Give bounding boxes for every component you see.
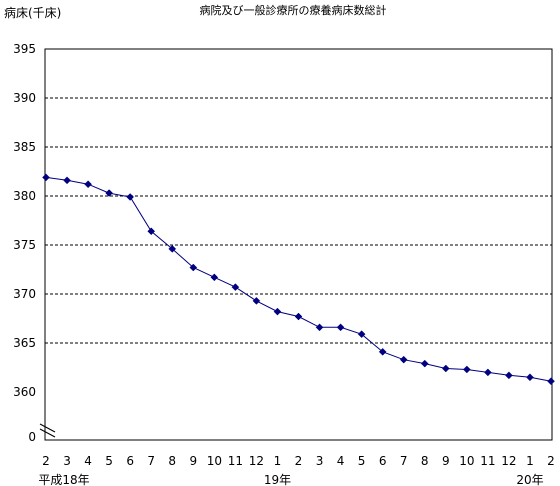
data-point <box>147 227 156 236</box>
axis-break-mark <box>39 423 56 438</box>
data-point <box>399 355 408 364</box>
x-tick-label: 9 <box>189 454 197 468</box>
data-point <box>189 263 198 272</box>
x-tick-label: 6 <box>379 454 387 468</box>
y-axis-unit-label: 病床(千床) <box>4 5 61 20</box>
y-tick-label: 375 <box>13 238 36 252</box>
x-tick-label: 2 <box>547 454 555 468</box>
x-tick-label: 12 <box>249 454 264 468</box>
era-labels: 平成18年 19年 20年 <box>38 473 543 486</box>
y-tick-label: 390 <box>13 91 36 105</box>
y-tick-label: 365 <box>13 336 36 350</box>
x-tick-label: 8 <box>168 454 176 468</box>
data-point <box>420 359 429 368</box>
data-point <box>231 283 240 291</box>
x-tick-label: 10 <box>459 454 474 468</box>
y-tick-label: 360 <box>13 385 36 399</box>
x-tick-label: 8 <box>421 454 429 468</box>
data-point <box>441 364 450 373</box>
y-tick-label: 0 <box>28 430 36 444</box>
data-point <box>105 189 113 197</box>
data-point <box>462 365 471 374</box>
x-tick-label: 9 <box>442 454 450 468</box>
era-label: 19年 <box>264 473 291 486</box>
x-tick-label: 7 <box>400 454 408 468</box>
x-tick-label: 2 <box>42 454 50 468</box>
y-tick-label: 395 <box>13 42 36 56</box>
data-point <box>42 173 50 182</box>
x-tick-label: 1 <box>526 454 534 468</box>
x-tick-label: 5 <box>358 454 366 468</box>
x-tick-label: 3 <box>316 454 324 468</box>
data-point <box>315 323 324 332</box>
y-tick-label: 380 <box>13 189 36 203</box>
data-point <box>294 312 303 321</box>
data-point <box>63 176 71 185</box>
data-point <box>484 368 492 377</box>
data-point <box>505 371 513 380</box>
y-tick-label: 385 <box>13 140 36 154</box>
x-tick-label: 10 <box>207 454 222 468</box>
x-tick-label: 5 <box>105 454 113 468</box>
series-group <box>42 173 555 386</box>
x-tick-label: 11 <box>228 454 243 468</box>
x-tick-labels: 2 3 4 5 6 7 8 9 10 11 12 1 2 3 4 5 6 7 8 9 10 11 12 1 2 <box>42 454 555 468</box>
data-point <box>273 307 282 316</box>
data-point <box>210 273 219 282</box>
data-point <box>84 180 92 189</box>
data-point <box>526 373 534 382</box>
x-tick-label: 6 <box>126 454 134 468</box>
y-tick-labels: 0 360 365 370 375 380 385 390 395 <box>13 42 36 444</box>
data-point <box>547 377 555 386</box>
gridlines <box>45 97 552 344</box>
era-label: 20年 <box>516 473 543 486</box>
data-point <box>378 347 387 356</box>
y-tick-label: 370 <box>13 287 36 301</box>
chart-title: 病院及び一般診療所の療養病床数総計 <box>200 3 387 17</box>
x-tick-label: 11 <box>480 454 495 468</box>
data-point <box>336 323 345 332</box>
data-point <box>357 330 366 339</box>
x-tick-label: 3 <box>63 454 71 468</box>
era-label: 平成18年 <box>38 473 89 486</box>
data-point <box>126 193 135 201</box>
x-tick-label: 4 <box>337 454 345 468</box>
x-tick-label: 4 <box>84 454 92 468</box>
data-point <box>168 245 177 253</box>
x-tick-label: 1 <box>274 454 282 468</box>
data-point <box>252 297 261 305</box>
x-tick-label: 7 <box>147 454 155 468</box>
x-tick-label: 2 <box>295 454 303 468</box>
x-tick-label: 12 <box>501 454 516 468</box>
